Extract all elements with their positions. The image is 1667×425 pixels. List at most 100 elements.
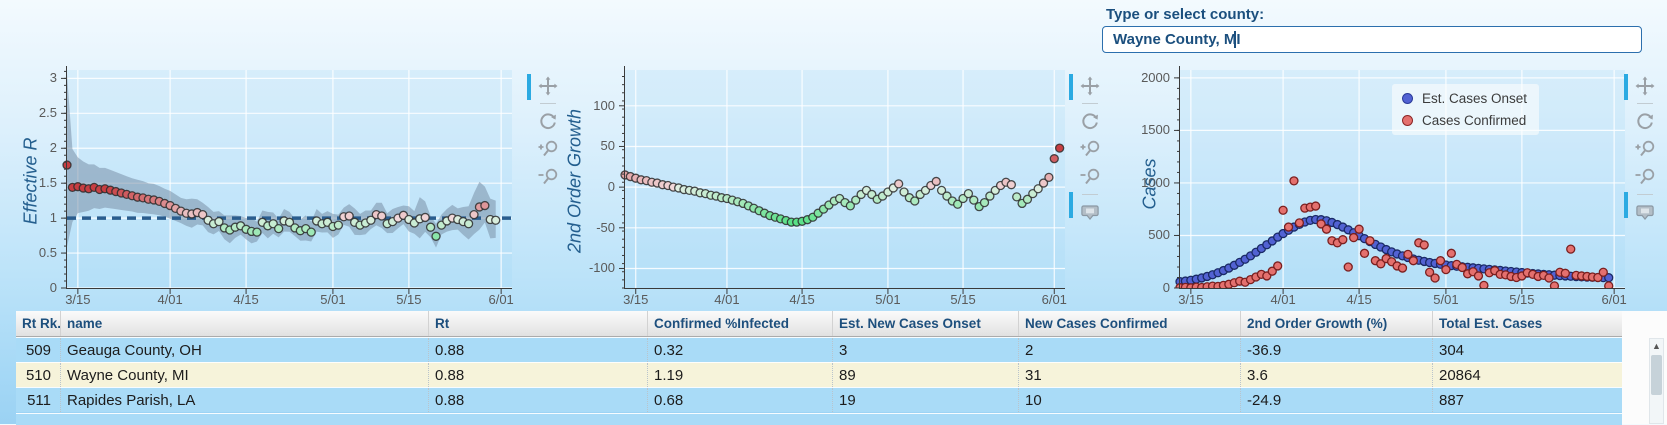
table-cell: 10 [1018, 388, 1240, 412]
county-stats-table: Rt Rk. name Rt Confirmed %Infected Est. New … [16, 311, 1622, 412]
table-cell: 510 [25, 366, 51, 384]
pan-icon [1635, 76, 1655, 96]
table-cell: 89 [832, 363, 1018, 387]
x-tick-label: 6/01 [488, 292, 514, 307]
growth-chart-plot[interactable] [625, 70, 1065, 288]
x-tick-label: 5/01 [875, 292, 901, 307]
table-header-cell: Est. New Cases Onset [832, 311, 1018, 336]
zoom-in-icon [1080, 140, 1100, 157]
table-cell: 3 [832, 338, 1018, 362]
table-cell: Geauga County, OH [60, 338, 428, 362]
zoom-out-tool-button[interactable] [1634, 166, 1656, 188]
table-cell: 0.32 [647, 338, 832, 362]
toolbar-separator [1637, 194, 1653, 195]
table-header-cell: Rt [428, 311, 647, 336]
effective-r-toolbar [527, 72, 563, 191]
x-tick-label: 4/15 [233, 292, 259, 307]
confirmed-legend-swatch [1402, 115, 1413, 126]
y-tick-label: 500 [1148, 227, 1170, 243]
table-cell: 19 [832, 388, 1018, 412]
table-cell: -24.9 [1240, 388, 1432, 412]
active-tool-indicator [1069, 192, 1073, 218]
toolbar-separator [1082, 194, 1098, 195]
y-tick-label: 1 [49, 210, 57, 226]
y-tick-label: -100 [588, 260, 615, 276]
x-tick-label: 6/01 [1041, 292, 1067, 307]
reset-icon [1082, 113, 1098, 129]
zoom-in-tool-button[interactable] [537, 138, 559, 160]
y-tick-label: 1500 [1141, 122, 1170, 138]
table-cell: 20864 [1432, 363, 1622, 387]
table-cell: 304 [1432, 338, 1622, 362]
hover-icon [1636, 205, 1654, 221]
zoom-out-icon [1080, 168, 1100, 185]
active-tool-indicator [1069, 74, 1073, 100]
toolbar-separator [1637, 103, 1653, 104]
zoom-out-tool-button[interactable] [537, 166, 559, 188]
scroll-up-button[interactable]: ▲ [1652, 341, 1661, 351]
zoom-in-icon [538, 140, 558, 157]
hover-tool-button[interactable] [1079, 201, 1101, 223]
onset-legend-label: Est. Cases Onset [1422, 91, 1528, 106]
y-tick-label: -50 [596, 219, 615, 235]
x-tick-label: 5/01 [1433, 292, 1459, 307]
table-cell: 3.6 [1240, 363, 1432, 387]
zoom-in-icon [1635, 140, 1655, 157]
reset-tool-button[interactable] [537, 110, 559, 132]
zoom-out-icon [538, 168, 558, 185]
table-cell: 0.88 [428, 363, 647, 387]
onset-legend-swatch [1402, 93, 1413, 104]
growth-toolbar [1069, 72, 1105, 226]
active-tool-indicator [1624, 192, 1628, 218]
table-header-cell: New Cases Confirmed [1018, 311, 1240, 336]
hover-tool-button[interactable] [1634, 201, 1656, 223]
reset-icon [1637, 113, 1653, 129]
y-tick-label: 3 [49, 70, 57, 86]
table-row-partial[interactable] [16, 413, 1622, 425]
x-tick-label: 5/01 [320, 292, 346, 307]
table-cell: 31 [1018, 363, 1240, 387]
x-tick-label: 3/15 [1178, 292, 1204, 307]
y-tick-label: 0 [49, 280, 57, 295]
county-select-input[interactable] [1102, 26, 1642, 53]
y-tick-label: 0.5 [38, 245, 57, 261]
table-row[interactable]: 509 Geauga County, OH 0.88 0.32 3 2 -36.9 304 [16, 337, 1622, 362]
effective-r-chart-plot[interactable] [67, 70, 512, 288]
table-header-cell: Rt Rk. [22, 316, 60, 331]
county-selector-label: Type or select county: [1106, 6, 1265, 23]
zoom-in-tool-button[interactable] [1634, 138, 1656, 160]
x-tick-label: 4/15 [1346, 292, 1372, 307]
y-tick-label: 2.5 [38, 105, 57, 121]
toolbar-separator [540, 103, 556, 104]
table-cell: 511 [27, 391, 51, 409]
legend-item-confirmed: Cases Confirmed [1402, 113, 1527, 128]
active-tool-indicator [527, 74, 531, 100]
pan-tool-button[interactable] [1079, 75, 1101, 97]
table-header-cell: Total Est. Cases [1432, 311, 1622, 336]
y-tick-label: 100 [593, 97, 615, 113]
y-tick-label: 2 [49, 140, 57, 156]
x-tick-label: 5/15 [950, 292, 976, 307]
pan-tool-button[interactable] [1634, 75, 1656, 97]
pan-icon [538, 76, 558, 96]
y-tick-label: 50 [600, 138, 615, 154]
y-tick-label: 1000 [1141, 174, 1170, 190]
zoom-in-tool-button[interactable] [1079, 138, 1101, 160]
pan-icon [1080, 76, 1100, 96]
zoom-out-icon [1635, 168, 1655, 185]
table-row[interactable]: 511 Rapides Parish, LA 0.88 0.68 19 10 -24.9 88… [16, 387, 1622, 412]
x-tick-label: 5/15 [1509, 292, 1535, 307]
table-cell: 2 [1018, 338, 1240, 362]
pan-tool-button[interactable] [537, 75, 559, 97]
zoom-out-tool-button[interactable] [1079, 166, 1101, 188]
table-row[interactable]: 510 Wayne County, MI 0.88 1.19 89 31 3.6 20864 [16, 362, 1622, 387]
reset-tool-button[interactable] [1634, 110, 1656, 132]
x-tick-label: 4/01 [714, 292, 740, 307]
table-header-cell: Confirmed %Infected [647, 311, 832, 336]
table-cell: 0.88 [428, 338, 647, 362]
y-tick-label: 2000 [1141, 69, 1170, 85]
confirmed-legend-label: Cases Confirmed [1422, 113, 1527, 128]
reset-tool-button[interactable] [1079, 110, 1101, 132]
table-scrollbar[interactable]: ▲ [1649, 338, 1664, 424]
scroll-thumb[interactable] [1651, 355, 1662, 395]
